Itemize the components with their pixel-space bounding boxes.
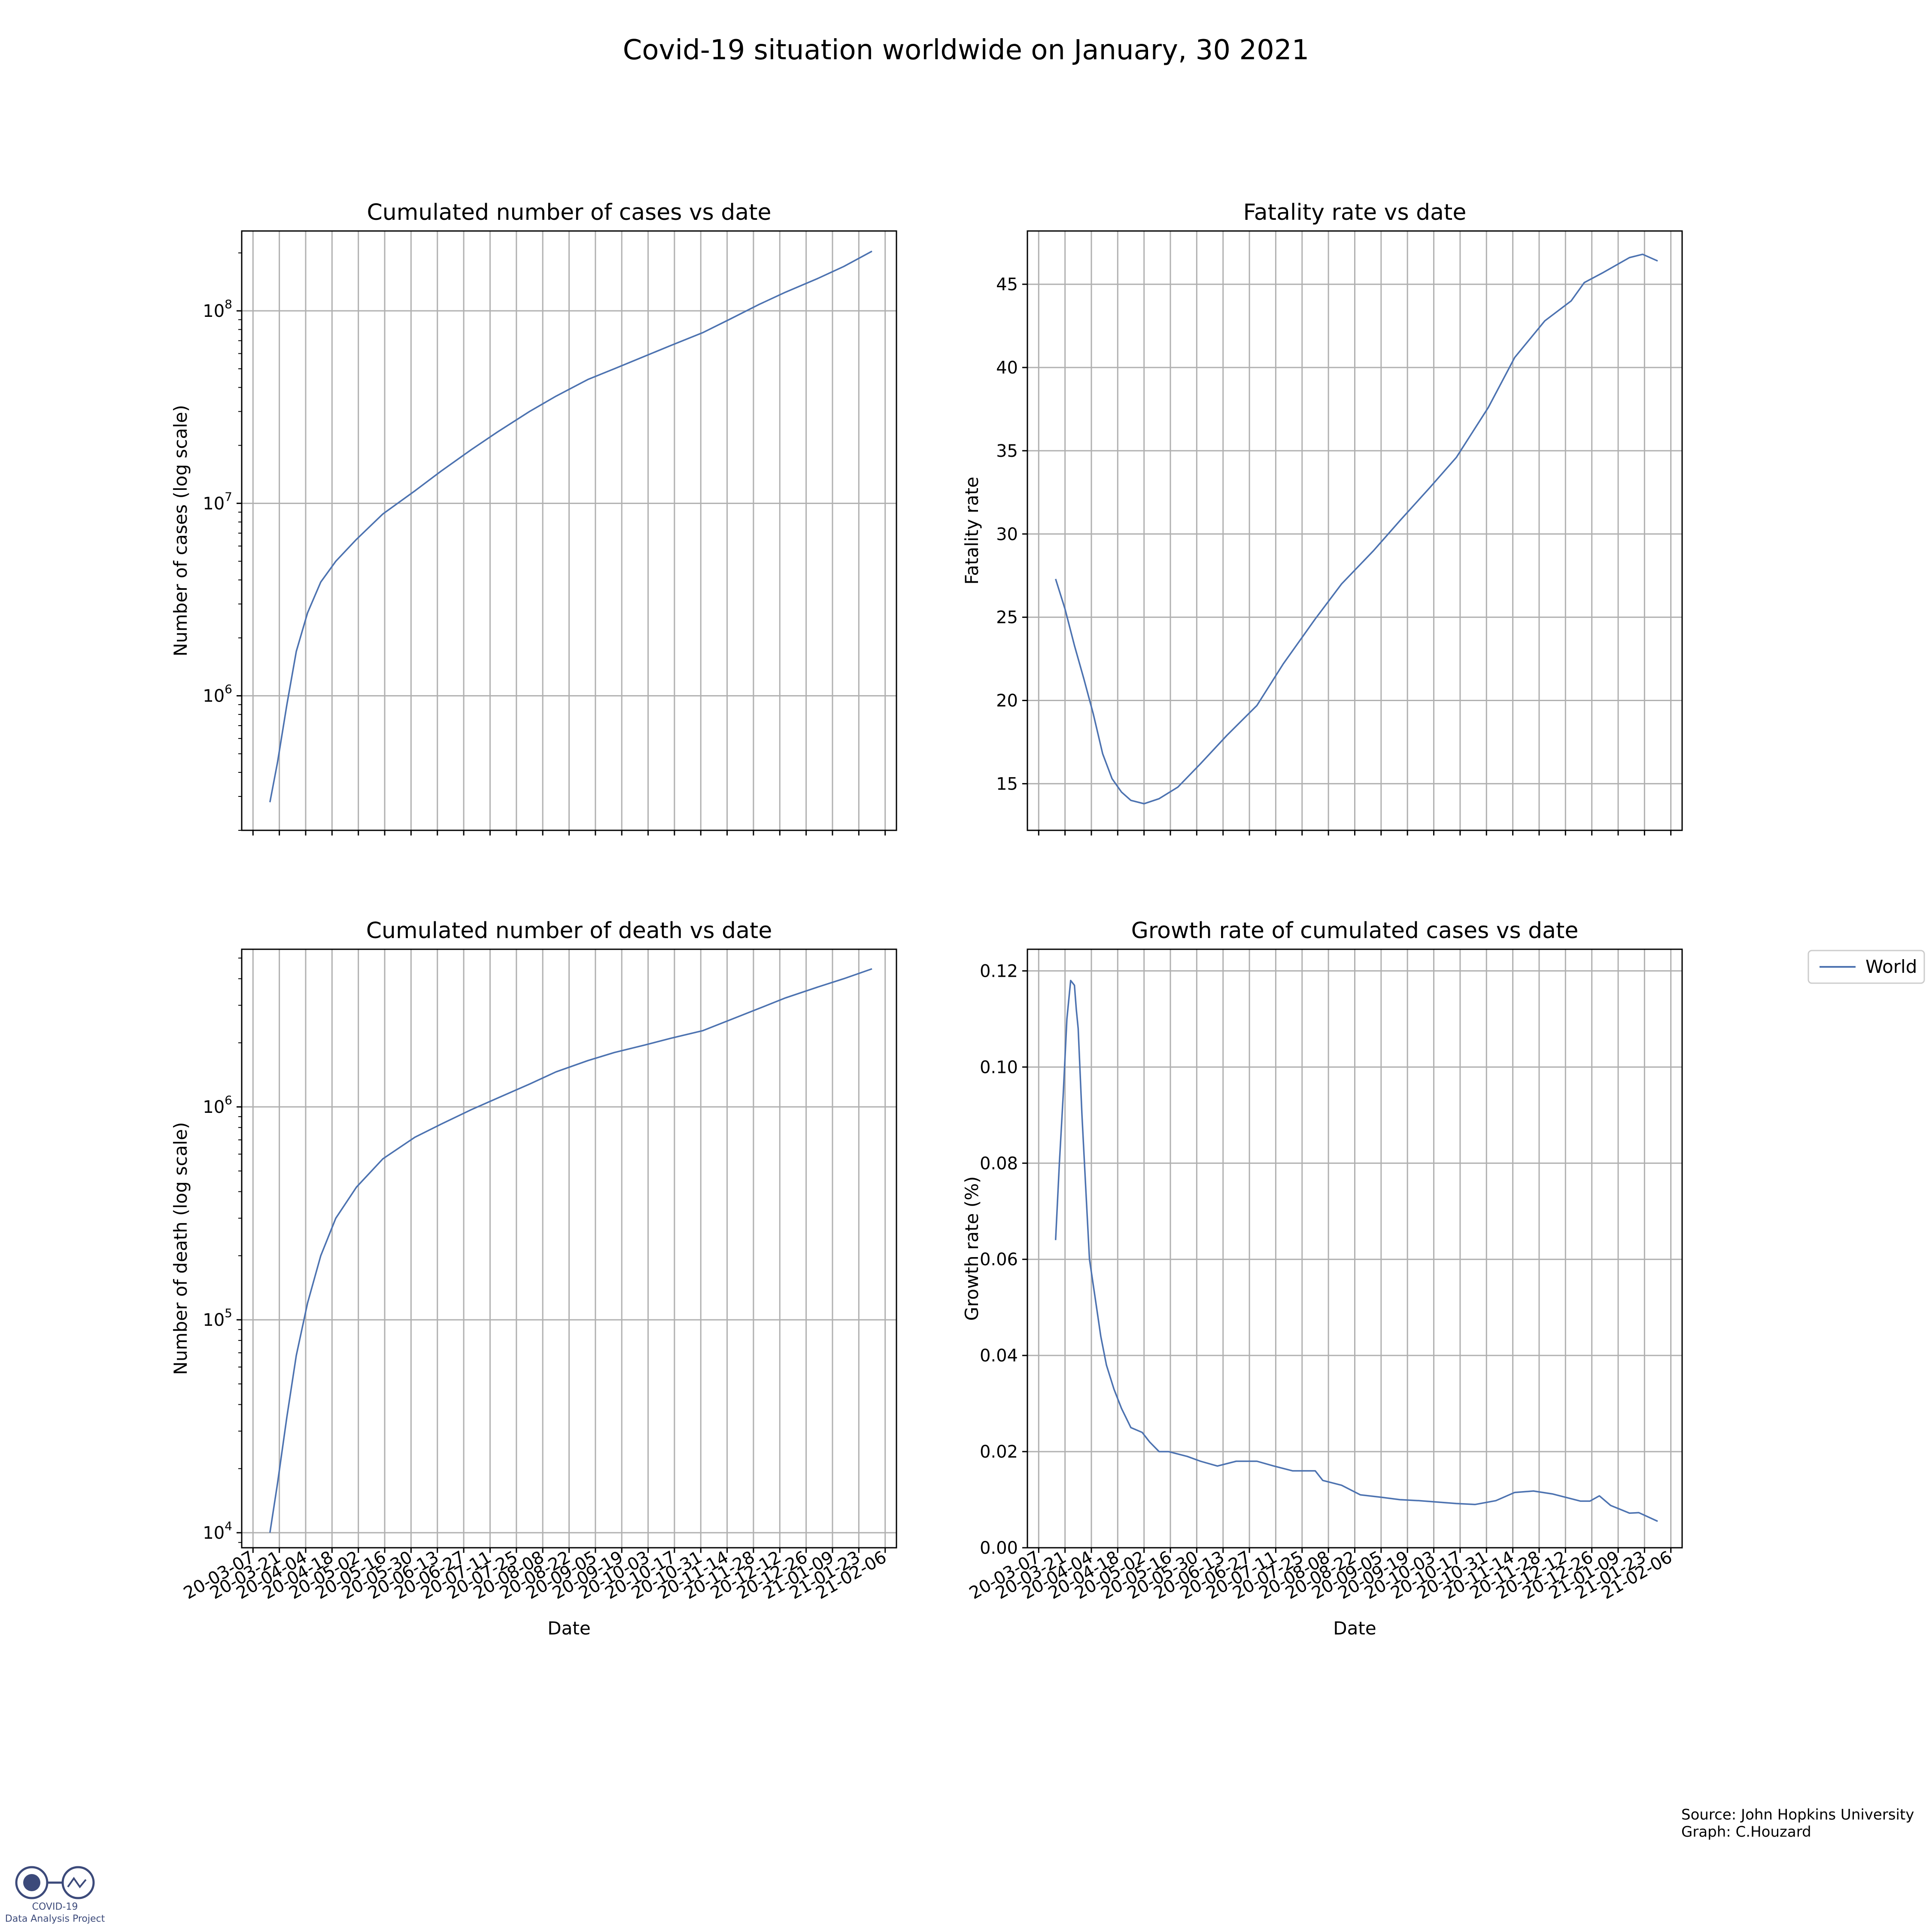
subplot-title: Growth rate of cumulated cases vs date xyxy=(1131,918,1579,944)
logo-virus-core xyxy=(23,1874,40,1891)
logo-subtitle: Data Analysis Project xyxy=(5,1914,105,1924)
plot-frame xyxy=(1027,230,1683,831)
y-tick-label: 35 xyxy=(996,441,1018,461)
y-tick-label: 0.10 xyxy=(980,1057,1018,1077)
y-tick-label: 45 xyxy=(996,275,1018,295)
legend-label-world: World xyxy=(1865,956,1917,977)
subplot-title: Cumulated number of death vs date xyxy=(366,918,772,944)
y-tick-label: 0.12 xyxy=(980,961,1018,981)
logo: COVID-19 Data Analysis Project xyxy=(5,1866,105,1924)
y-axis-label: Growth rate (%) xyxy=(961,1176,982,1321)
y-axis-label: Fatality rate xyxy=(961,477,982,585)
legend: World xyxy=(1807,950,1925,984)
y-tick-label: 30 xyxy=(996,525,1018,544)
y-tick-label: 15 xyxy=(996,774,1018,794)
subplot-3: 20-03-0720-03-2120-04-0420-04-1820-05-02… xyxy=(170,918,897,1639)
series-line-world xyxy=(1054,980,1658,1522)
subplot-title: Cumulated number of cases vs date xyxy=(367,200,771,225)
plot-frame xyxy=(1027,948,1683,1549)
subplot-title: Fatality rate vs date xyxy=(1243,200,1467,225)
series-line-world xyxy=(1055,253,1658,805)
graph-credit-text: Graph: C.Houzard xyxy=(1681,1823,1811,1841)
y-tick-label: 20 xyxy=(996,691,1018,711)
series-line-world xyxy=(269,250,872,802)
y-tick-label: 0.08 xyxy=(980,1154,1018,1173)
subplot-4: 20-03-0720-03-2120-04-0420-04-1820-05-02… xyxy=(961,918,1683,1639)
y-tick-label: 0.02 xyxy=(980,1442,1018,1462)
y-tick-label: 25 xyxy=(996,608,1018,628)
legend-box xyxy=(1807,950,1925,984)
y-axis-label: Number of cases (log scale) xyxy=(170,405,191,656)
y-tick-label: 0.00 xyxy=(980,1538,1018,1558)
logo-chart-line-icon xyxy=(67,1877,87,1889)
series-line-world xyxy=(269,968,872,1533)
subplot-2: 15 20 25 30 35 40 45 Fatality rate vs date Fatal… xyxy=(961,200,1683,835)
logo-title: COVID-19 xyxy=(32,1902,78,1912)
y-tick-label: 106 xyxy=(203,1093,232,1117)
plot-frame xyxy=(241,948,897,1549)
figure-title: Covid-19 situation worldwide on January,… xyxy=(623,34,1309,66)
y-tick-label: 0.04 xyxy=(980,1346,1018,1366)
x-axis-label: Date xyxy=(1333,1618,1376,1639)
y-tick-label: 40 xyxy=(996,358,1018,378)
x-axis-label: Date xyxy=(547,1618,590,1639)
source-text: Source: John Hopkins University xyxy=(1681,1806,1914,1823)
y-tick-label: 0.06 xyxy=(980,1250,1018,1270)
y-axis-label: Number of death (log scale) xyxy=(170,1122,191,1375)
plot-frame xyxy=(241,230,897,831)
